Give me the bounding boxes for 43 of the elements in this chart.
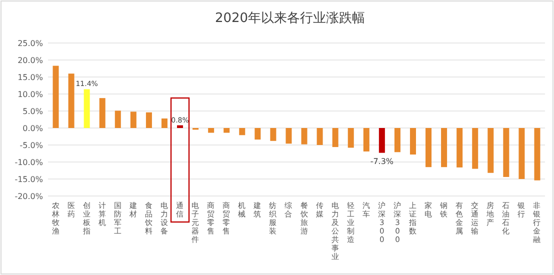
bar (441, 128, 448, 168)
bar (68, 74, 74, 128)
bar (394, 128, 400, 152)
bar (270, 128, 276, 141)
y-tick-label: 5.0% (22, 107, 44, 116)
bar (316, 128, 323, 145)
data-label: -7.3% (370, 156, 394, 166)
y-tick-label: -20.0% (14, 192, 44, 201)
bar (348, 128, 354, 148)
y-tick-label: -5.0% (20, 141, 44, 150)
bar (177, 125, 184, 128)
y-tick-label: 10.0% (18, 90, 44, 99)
bar (472, 128, 478, 169)
y-tick-label: 0.0% (22, 124, 44, 133)
bar (224, 128, 230, 133)
bar (239, 128, 246, 136)
y-tick-label: -10.0% (14, 158, 44, 167)
bar (534, 128, 540, 180)
bar (254, 128, 261, 140)
y-tick-label: 25.0% (18, 39, 44, 48)
bar (363, 128, 370, 152)
bar (410, 128, 416, 155)
y-tick-label: 15.0% (18, 73, 44, 82)
bar (426, 128, 432, 168)
bar (503, 128, 510, 177)
bar (208, 128, 214, 133)
bar (456, 128, 463, 168)
bar (161, 118, 168, 128)
bar (52, 66, 59, 128)
bar (518, 128, 525, 179)
y-tick-label: -15.0% (14, 175, 44, 184)
chart-title: 2020年以来各行业涨跌幅 (214, 11, 366, 26)
bar (286, 128, 292, 144)
bar (332, 128, 338, 148)
y-tick-label: 20.0% (18, 56, 44, 65)
bar (301, 128, 308, 144)
bar (84, 89, 90, 128)
bar (146, 112, 152, 128)
bar (99, 98, 106, 128)
bar (130, 112, 136, 128)
bar (378, 128, 385, 153)
bar (114, 110, 121, 128)
bar (488, 128, 494, 173)
